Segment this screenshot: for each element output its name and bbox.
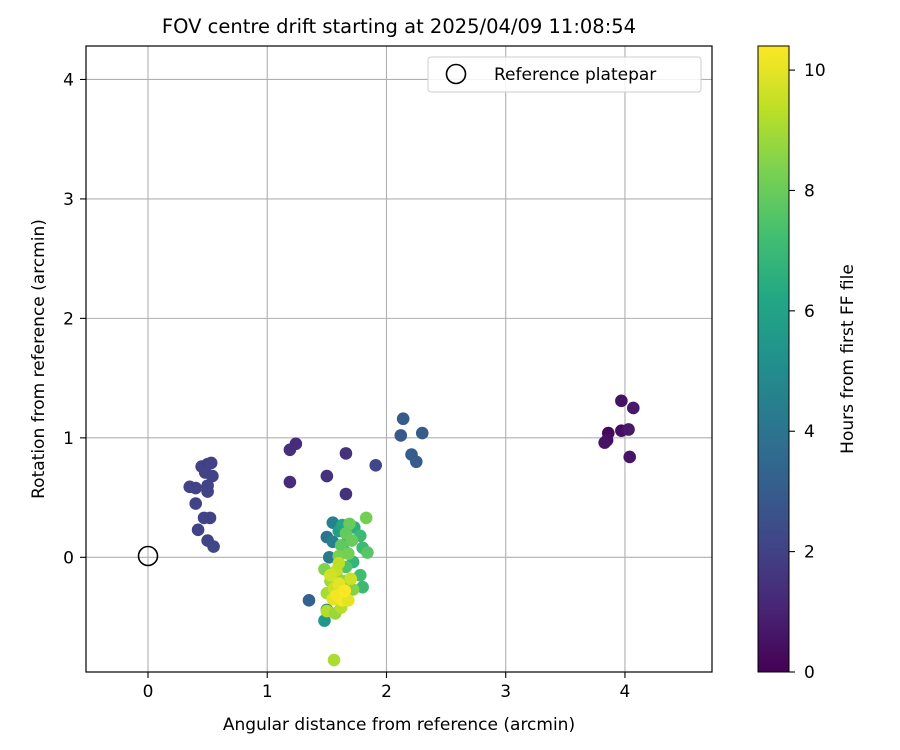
data-point xyxy=(338,584,352,598)
data-point xyxy=(623,450,637,464)
data-point xyxy=(283,475,297,489)
data-points xyxy=(183,394,640,667)
legend: Reference platepar xyxy=(427,56,702,93)
data-point xyxy=(344,572,358,586)
data-point xyxy=(345,534,359,547)
data-point xyxy=(322,551,336,564)
colorbar-tick-label: 2 xyxy=(804,543,815,563)
grid-lines xyxy=(86,46,712,672)
y-tick-label: 1 xyxy=(63,429,74,449)
data-point xyxy=(356,580,369,594)
x-tick-label: 4 xyxy=(620,682,631,702)
data-point xyxy=(206,469,219,483)
data-point xyxy=(615,394,628,408)
data-point xyxy=(343,517,356,531)
reference-marker xyxy=(137,545,159,567)
data-point xyxy=(342,547,355,561)
data-point xyxy=(332,556,346,570)
data-point xyxy=(189,481,202,495)
data-point xyxy=(339,447,353,460)
data-point xyxy=(189,497,202,510)
data-point xyxy=(339,487,353,501)
data-point xyxy=(334,539,348,552)
data-point xyxy=(327,653,341,667)
x-tick-label: 3 xyxy=(500,682,511,702)
data-point xyxy=(207,540,220,553)
data-point xyxy=(191,523,205,537)
chart-title: FOV centre drift starting at 2025/04/09 … xyxy=(162,15,636,38)
colorbar-tick-label: 10 xyxy=(804,61,826,81)
data-point xyxy=(324,568,337,582)
y-tick-label: 0 xyxy=(63,548,74,568)
x-axis-label: Angular distance from reference (arcmin) xyxy=(223,715,575,735)
legend-marker xyxy=(445,63,467,85)
data-point xyxy=(201,485,214,498)
data-point xyxy=(622,423,635,436)
data-point xyxy=(353,568,367,582)
data-point xyxy=(627,401,640,415)
data-point xyxy=(204,456,218,470)
legend-box xyxy=(427,56,702,93)
y-tick-label: 3 xyxy=(63,190,74,210)
data-point xyxy=(396,412,410,426)
data-point xyxy=(394,429,408,442)
y-axis-label: Rotation from reference (arcmin) xyxy=(29,219,49,499)
data-point xyxy=(320,469,334,483)
data-point xyxy=(302,594,316,607)
x-tick-label: 1 xyxy=(262,682,273,702)
data-point xyxy=(369,459,383,472)
data-point xyxy=(203,511,217,525)
colorbar-label: Hours from first FF file xyxy=(838,264,858,454)
data-point xyxy=(342,594,355,607)
y-tick-label: 4 xyxy=(63,70,74,90)
data-point xyxy=(415,426,429,440)
data-point xyxy=(318,614,331,627)
y-tick-label: 2 xyxy=(63,309,74,329)
data-point xyxy=(361,546,374,559)
colorbar-tick-label: 0 xyxy=(804,663,815,683)
data-point xyxy=(598,436,611,449)
legend-label: Reference platepar xyxy=(494,65,656,85)
colorbar-ticks: 0 2 4 6 8 10 xyxy=(789,61,826,683)
colorbar-tick-label: 4 xyxy=(804,422,815,442)
plot-frame xyxy=(85,45,713,673)
data-point xyxy=(359,511,373,525)
x-tick-label: 2 xyxy=(381,682,392,702)
x-tick-label: 0 xyxy=(143,682,154,702)
data-point xyxy=(289,437,303,451)
data-point xyxy=(409,455,423,469)
colorbar-tick-label: 6 xyxy=(804,302,815,322)
y-axis-ticks: 0 1 2 3 4 xyxy=(63,70,86,568)
colorbar-tick-label: 8 xyxy=(804,181,815,201)
x-axis-ticks: 0 1 2 3 4 xyxy=(143,672,631,702)
colorbar xyxy=(757,45,790,673)
